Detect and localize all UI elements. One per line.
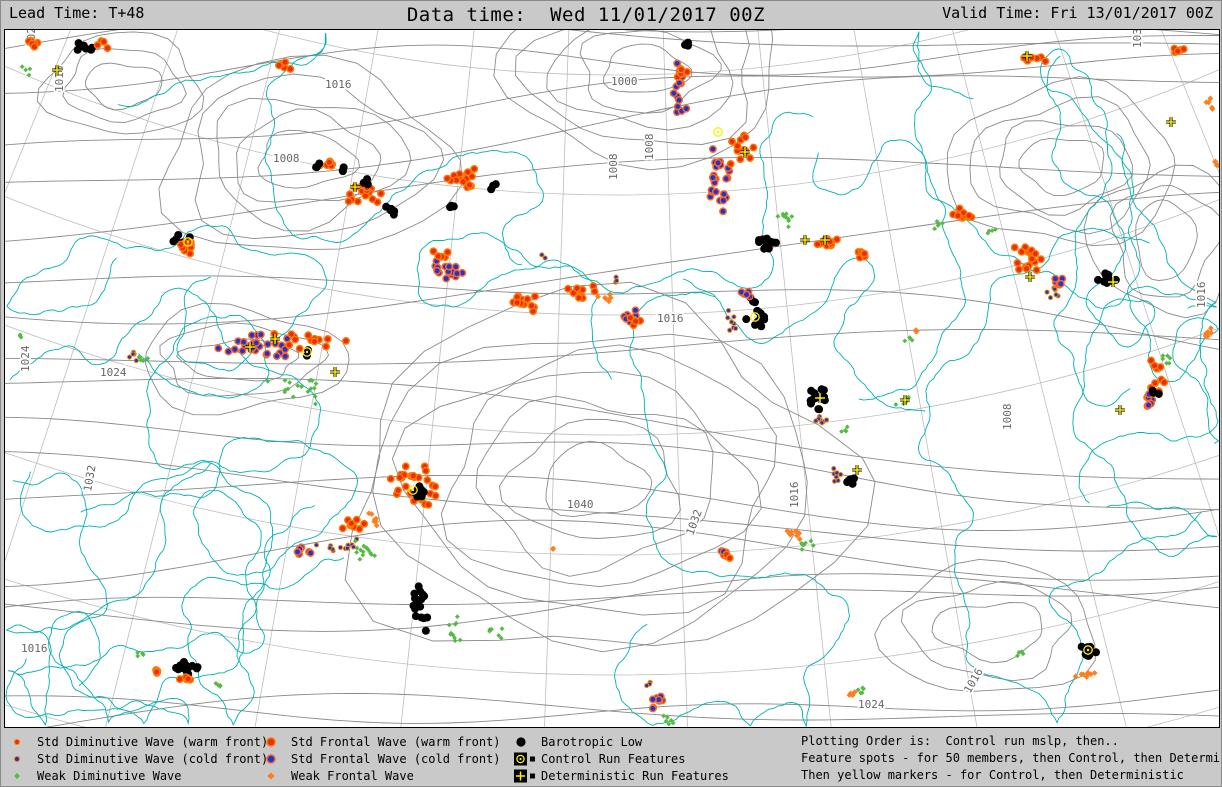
valid-time-label: Valid Time: Fri 13/01/2017 00Z (942, 4, 1213, 22)
legend-item: Barotropic Low (513, 733, 729, 750)
plotting-order-line: Plotting Order is: Control run mslp, the… (801, 734, 1119, 748)
isobar-label: 1008 (607, 154, 620, 181)
isobar-label: 1000 (611, 75, 638, 88)
legend-item: Deterministic Run Features (513, 767, 729, 784)
cold-frontal-wave-icon (263, 751, 287, 767)
contour-labels: 1024 1016 1016 1008 1000 1008 1008 1016 1040 1032… (17, 30, 1210, 713)
legend-item-label: Deterministic Run Features (541, 768, 729, 783)
isobar-contours (5, 30, 1219, 727)
plotting-order-line: Feature spots - for 50 members, then Con… (801, 751, 1222, 765)
legend-bar: Std Diminutive Wave (warm front) Std Dim… (1, 728, 1222, 786)
control-run-features-icon (513, 751, 537, 767)
isobar-label: 1032 (684, 508, 705, 537)
isobar-label: 1032 (81, 464, 98, 492)
legend-item: Std Diminutive Wave (cold front) (9, 750, 268, 767)
coastlines (5, 31, 1219, 727)
legend-item-label: Std Diminutive Wave (cold front) (37, 751, 269, 766)
plotting-order-line: Then yellow markers - for Control, then … (801, 768, 1184, 782)
weak-diminutive-wave-icon (9, 768, 33, 784)
warm-diminutive-wave-icon (9, 734, 33, 750)
legend-item-label: Weak Frontal Wave (291, 768, 414, 783)
legend-item: Std Diminutive Wave (warm front) (9, 733, 268, 750)
plotting-order-note: Plotting Order is: Control run mslp, the… (801, 733, 1222, 784)
isobar-label: 1016 (21, 642, 48, 655)
isobar-label: 1040 (567, 498, 594, 511)
weather-map-canvas: 1024 1016 1016 1008 1000 1008 1008 1016 1040 1032… (5, 30, 1219, 727)
legend-item: Std Frontal Wave (cold front) (263, 750, 501, 767)
lead-time-label: Lead Time: T+48 (9, 4, 145, 22)
legend-column-frontal: Std Frontal Wave (warm front) Std Fronta… (263, 733, 501, 784)
legend-item: Weak Frontal Wave (263, 767, 501, 784)
legend-item: Std Frontal Wave (warm front) (263, 733, 501, 750)
isobar-label: 1024 (100, 366, 127, 379)
isobar-label: 1008 (643, 134, 656, 161)
isobar-label: 1016 (788, 482, 801, 509)
legend-column-features: Barotropic Low Control Run Features Dete… (513, 733, 729, 784)
barotropic-low-icon (513, 734, 537, 750)
legend-item-label: Barotropic Low (541, 734, 643, 749)
isobar-label: 1024 (858, 698, 885, 711)
data-time-label: Data time: Wed 11/01/2017 00Z (406, 4, 766, 26)
isobar-label: 1008 (1001, 404, 1014, 431)
legend-item-label: Std Diminutive Wave (warm front) (37, 734, 269, 749)
weather-map-area: 1024 1016 1016 1008 1000 1008 1008 1016 1040 1032… (4, 29, 1220, 728)
legend-item: Weak Diminutive Wave (9, 767, 268, 784)
isobar-label: 1016 (1195, 282, 1208, 309)
isobar-label: 1008 (273, 152, 300, 165)
legend-column-diminutive: Std Diminutive Wave (warm front) Std Dim… (9, 733, 268, 784)
legend-item-label: Std Frontal Wave (warm front) (291, 734, 501, 749)
isobar-label: 1032 (1131, 30, 1144, 48)
graticule (5, 30, 1219, 727)
deterministic-run-features-icon (513, 768, 537, 784)
legend-item-label: Std Frontal Wave (cold front) (291, 751, 501, 766)
isobar-label: 1024 (19, 345, 32, 372)
feature-markers (17, 36, 1219, 727)
isobar-label: 1016 (325, 78, 352, 91)
weak-frontal-wave-icon (263, 768, 287, 784)
chart-header: Lead Time: T+48 Data time: Wed 11/01/201… (1, 1, 1221, 29)
legend-item: Control Run Features (513, 750, 729, 767)
isobar-label: 1016 (657, 312, 684, 325)
warm-frontal-wave-icon (263, 734, 287, 750)
legend-item-label: Weak Diminutive Wave (37, 768, 182, 783)
cold-diminutive-wave-icon (9, 751, 33, 767)
legend-item-label: Control Run Features (541, 751, 686, 766)
